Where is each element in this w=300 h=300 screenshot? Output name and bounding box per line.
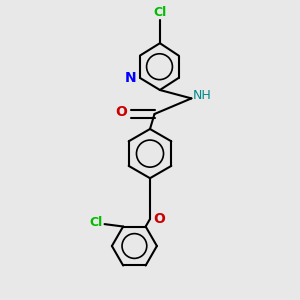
Text: O: O xyxy=(116,106,128,119)
Text: O: O xyxy=(153,212,165,226)
Text: Cl: Cl xyxy=(153,6,167,20)
Text: Cl: Cl xyxy=(89,215,102,229)
Text: NH: NH xyxy=(193,89,212,103)
Text: N: N xyxy=(125,71,136,85)
